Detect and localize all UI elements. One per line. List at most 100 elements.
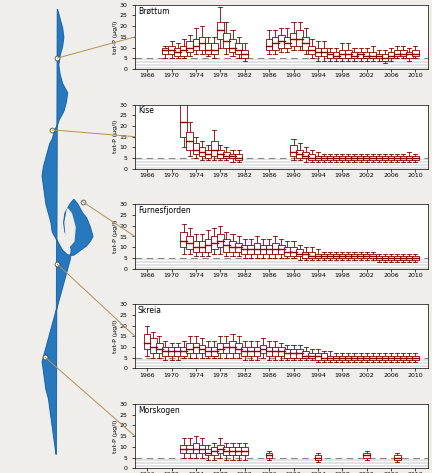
Bar: [217, 343, 224, 353]
Bar: [229, 341, 236, 353]
Bar: [339, 50, 346, 58]
Bar: [174, 48, 181, 56]
Bar: [363, 453, 370, 457]
Bar: [308, 252, 315, 258]
Bar: [375, 54, 382, 58]
Bar: [193, 343, 199, 353]
Bar: [314, 48, 321, 56]
Bar: [205, 149, 212, 158]
Bar: [248, 347, 254, 356]
Bar: [381, 54, 388, 61]
Text: Skreia: Skreia: [138, 306, 162, 315]
Bar: [211, 447, 218, 455]
Bar: [381, 256, 388, 260]
Bar: [388, 52, 394, 58]
Bar: [235, 243, 242, 252]
Bar: [211, 347, 218, 356]
Bar: [162, 48, 169, 54]
Bar: [351, 156, 358, 160]
Bar: [217, 234, 224, 247]
Bar: [302, 37, 309, 50]
Y-axis label: tot-P (μg/l): tot-P (μg/l): [113, 420, 118, 453]
Bar: [229, 154, 236, 158]
Bar: [363, 52, 370, 58]
Bar: [284, 247, 291, 256]
Y-axis label: tot-P (μg/l): tot-P (μg/l): [113, 220, 118, 253]
Bar: [333, 52, 340, 58]
Bar: [412, 256, 419, 260]
Bar: [321, 353, 327, 360]
Bar: [290, 349, 297, 358]
Bar: [375, 356, 382, 360]
Bar: [321, 48, 327, 56]
Bar: [394, 156, 400, 160]
Bar: [369, 156, 376, 160]
Bar: [254, 347, 260, 356]
Bar: [187, 236, 193, 249]
Bar: [296, 30, 303, 45]
Bar: [381, 356, 388, 360]
Bar: [388, 356, 394, 360]
Bar: [266, 245, 273, 254]
Bar: [199, 148, 205, 156]
Bar: [235, 447, 242, 455]
Text: Furnesfjorden: Furnesfjorden: [138, 206, 191, 215]
Bar: [223, 239, 230, 252]
Bar: [199, 345, 205, 353]
Bar: [205, 239, 212, 252]
Bar: [162, 347, 169, 356]
Bar: [308, 353, 315, 358]
Bar: [345, 356, 352, 360]
Bar: [181, 105, 187, 137]
Bar: [168, 45, 175, 54]
Bar: [369, 52, 376, 58]
Bar: [400, 50, 407, 56]
Bar: [406, 256, 413, 260]
Bar: [406, 356, 413, 360]
Bar: [327, 156, 334, 160]
Bar: [308, 45, 315, 54]
Bar: [308, 154, 315, 160]
Bar: [412, 156, 419, 160]
Bar: [351, 254, 358, 258]
Bar: [345, 50, 352, 58]
Bar: [193, 39, 199, 50]
Bar: [205, 347, 212, 356]
Bar: [375, 256, 382, 260]
Bar: [211, 44, 218, 54]
Bar: [248, 245, 254, 254]
Bar: [394, 455, 400, 460]
Bar: [266, 347, 273, 356]
Bar: [388, 156, 394, 160]
Bar: [363, 356, 370, 360]
Bar: [339, 356, 346, 360]
Text: Kise: Kise: [138, 106, 154, 115]
Bar: [272, 347, 279, 356]
Bar: [272, 243, 279, 254]
Bar: [284, 37, 291, 48]
Bar: [394, 256, 400, 260]
Bar: [314, 156, 321, 160]
Bar: [217, 149, 224, 158]
Bar: [357, 356, 364, 360]
Bar: [235, 44, 242, 54]
Bar: [168, 347, 175, 356]
Bar: [412, 356, 419, 360]
Text: Morskogen: Morskogen: [138, 406, 180, 415]
Bar: [327, 356, 334, 360]
Bar: [296, 149, 303, 158]
Bar: [351, 356, 358, 360]
Bar: [296, 249, 303, 256]
Bar: [314, 254, 321, 258]
Bar: [351, 52, 358, 58]
Bar: [357, 254, 364, 258]
Bar: [187, 41, 193, 52]
Bar: [193, 443, 199, 453]
Bar: [406, 156, 413, 160]
Bar: [333, 254, 340, 258]
Y-axis label: tot-P (μg/l): tot-P (μg/l): [113, 320, 118, 353]
Bar: [345, 156, 352, 160]
Bar: [369, 254, 376, 258]
Bar: [296, 349, 303, 358]
Bar: [406, 52, 413, 58]
